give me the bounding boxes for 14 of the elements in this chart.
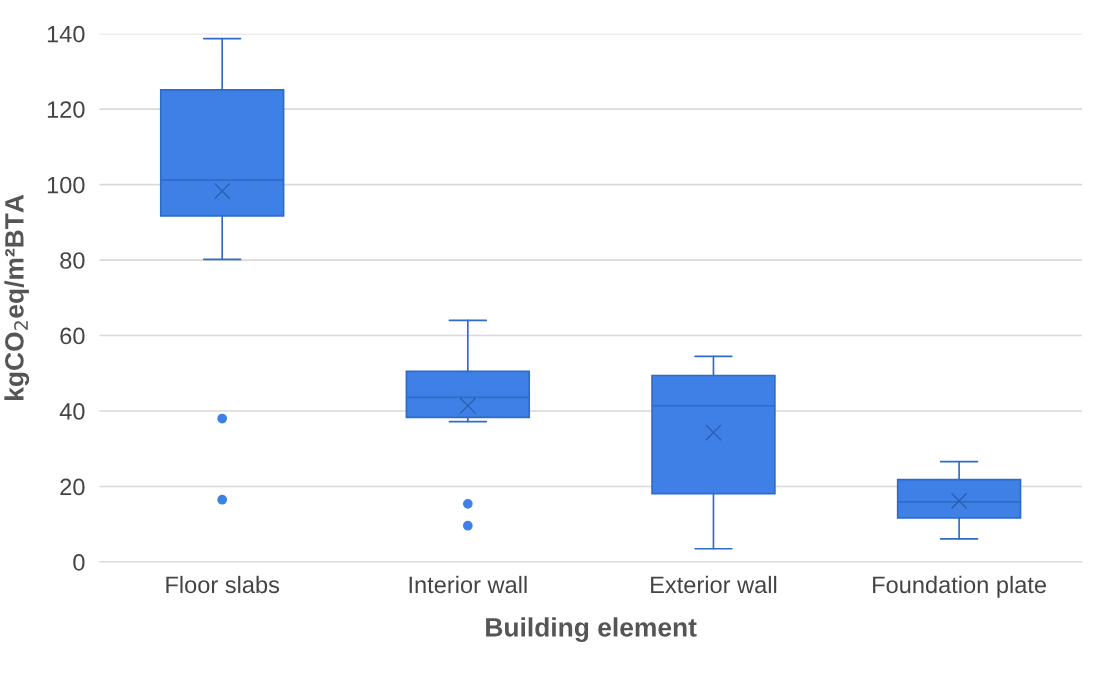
y-tick-label: 140 [47,25,85,43]
y-tick-label: 40 [59,403,85,420]
y-tick-label: 60 [60,327,85,345]
y-tick-label: 100 [47,176,85,194]
x-axis-title: Building element [486,617,697,643]
x-tick-label: Exterior wall [651,575,777,594]
x-tick-label: Interior wall [409,575,527,594]
y-tick-label: 20 [60,478,85,496]
x-tick-label: Floor slabs [166,575,280,594]
x-tick-label: Foundation plate [873,575,1047,598]
y-tick-label: 120 [47,101,85,118]
y-tick-label: 80 [60,252,85,269]
y-tick-label: 0 [73,554,85,571]
y-axis-title: kgCO$_{2}$eq/m²BTA [4,194,30,400]
